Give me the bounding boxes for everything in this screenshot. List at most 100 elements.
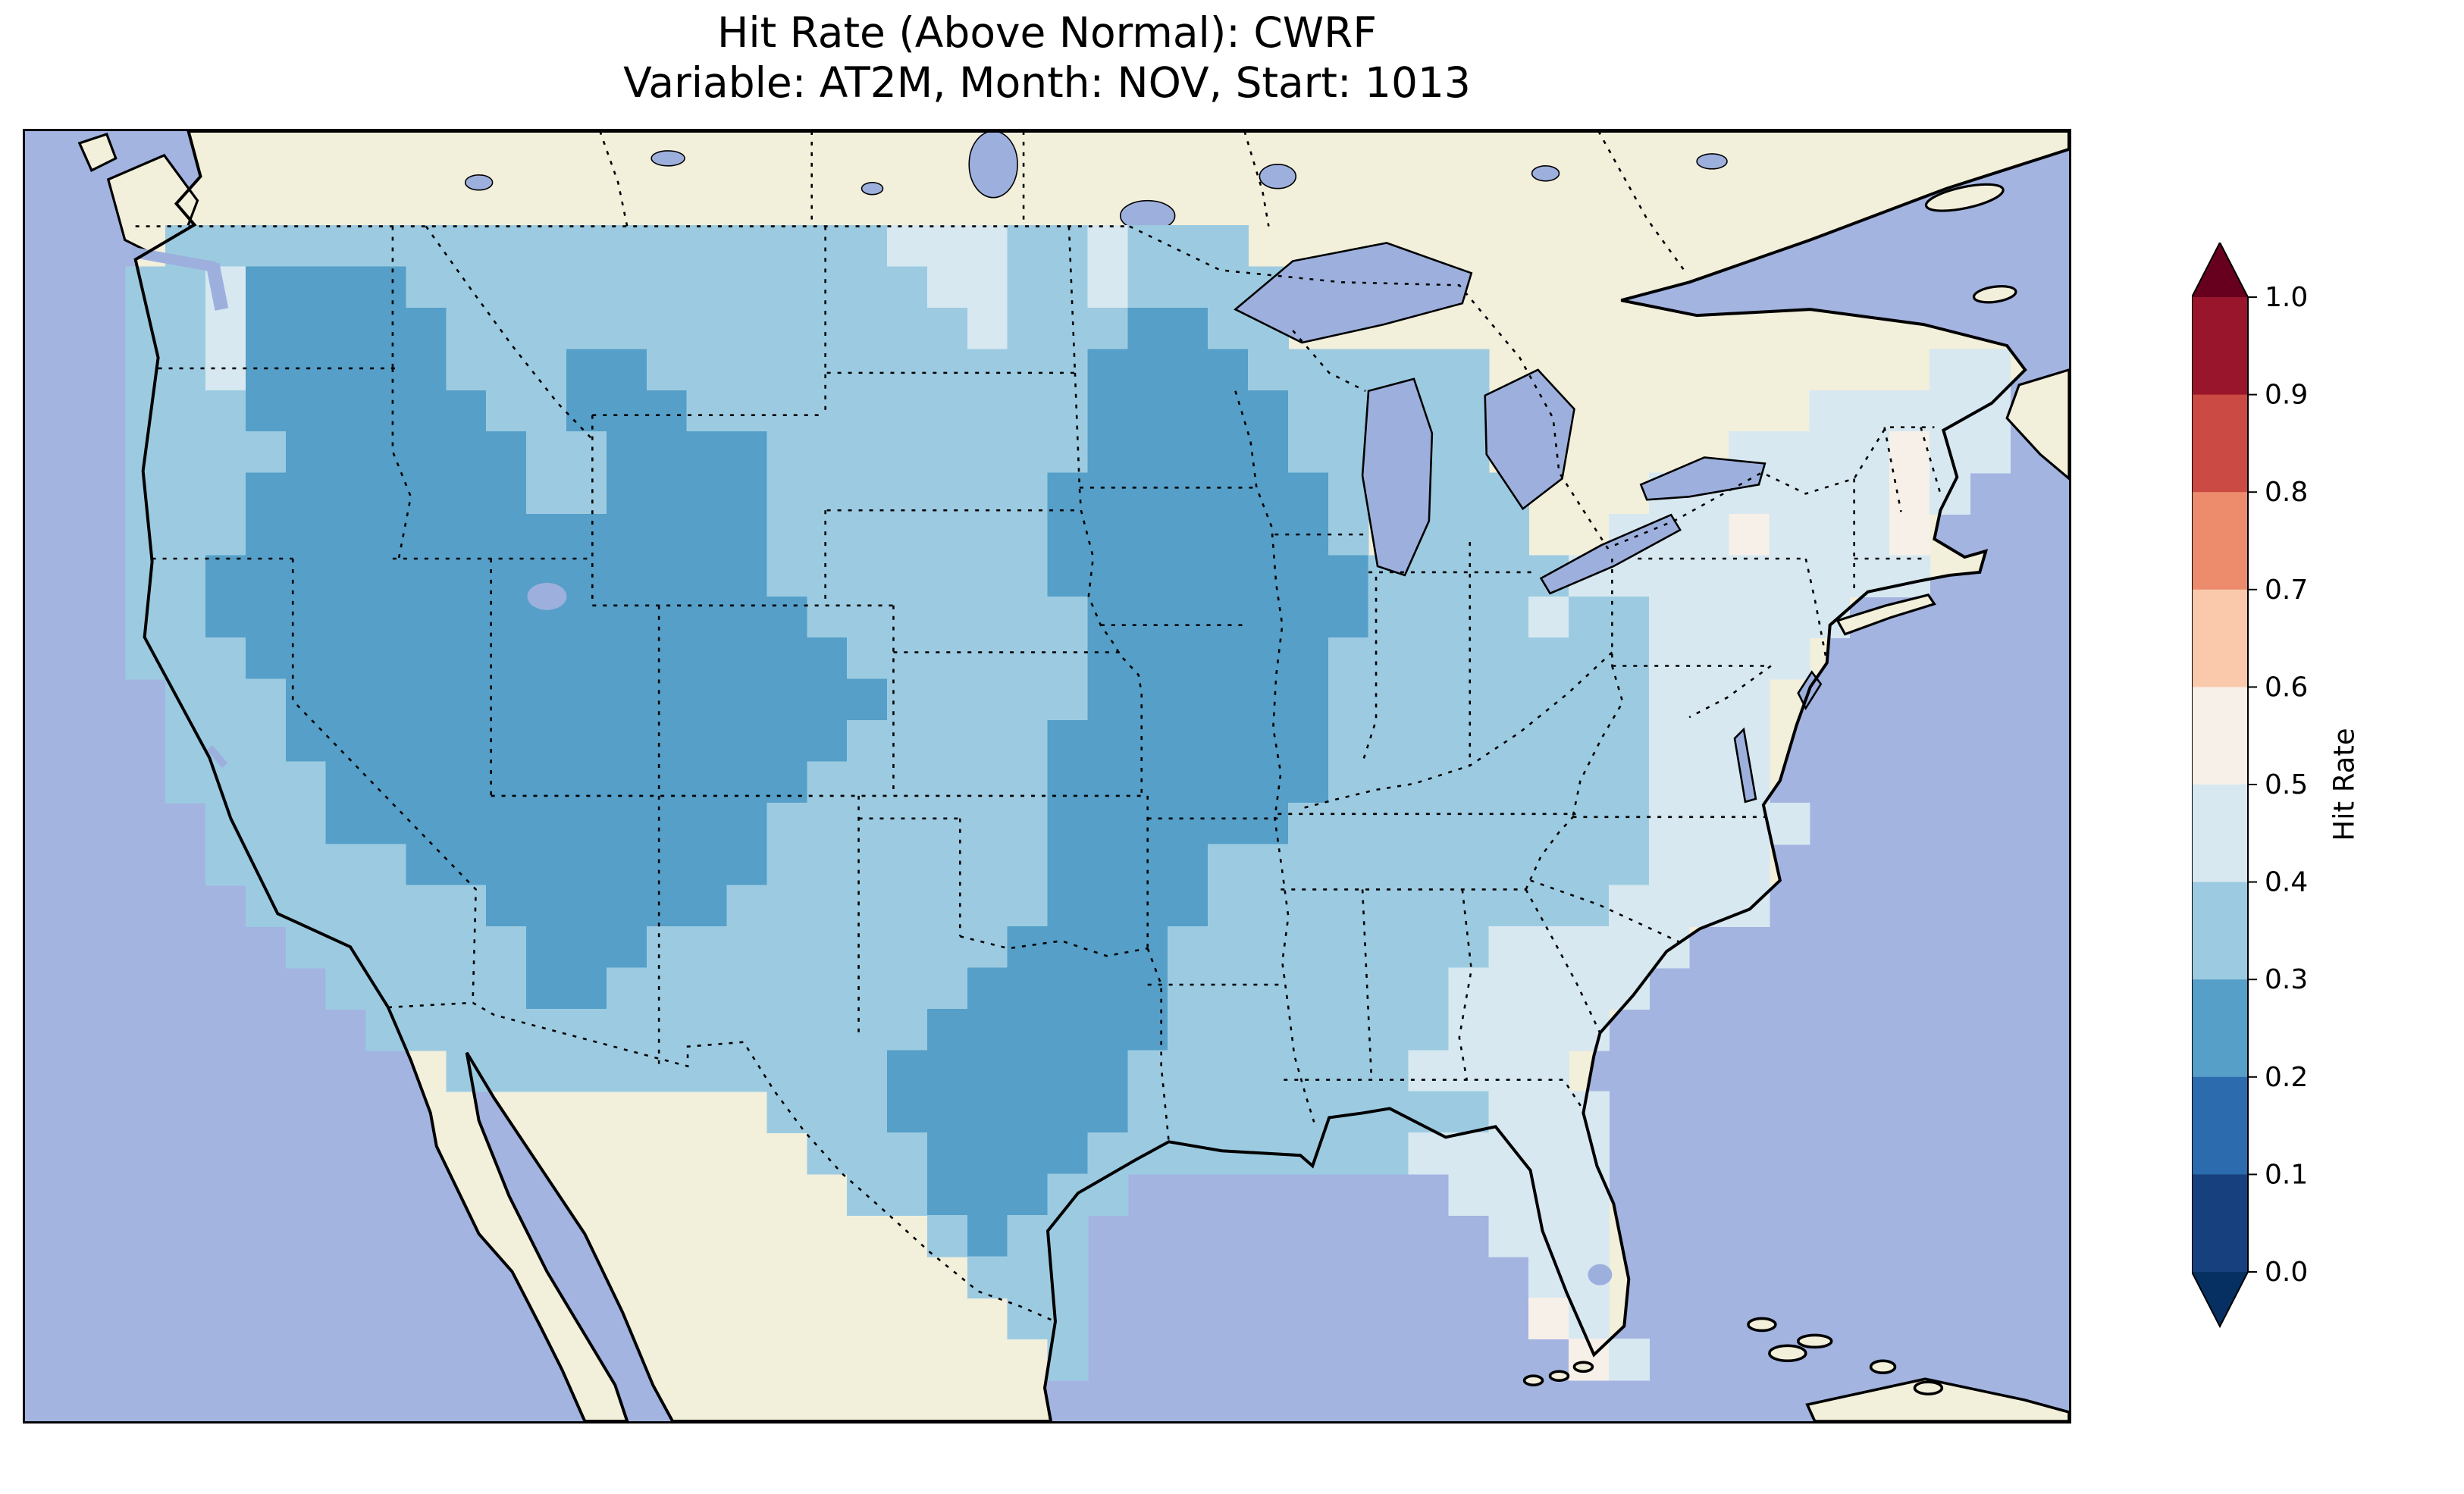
colorbar-tick-label: 0.9 (2265, 380, 2308, 411)
grid-cell (285, 472, 327, 515)
grid-cell (766, 802, 808, 845)
grid-cell (1448, 390, 1490, 433)
grid-cell (1248, 967, 1289, 1010)
grid-cell (1368, 1008, 1409, 1051)
grid-cell (1608, 1339, 1650, 1381)
cuba (1805, 1377, 2069, 1421)
grid-cell (847, 678, 889, 722)
grid-cell (887, 844, 928, 886)
grid-cell (1688, 761, 1730, 803)
grid-cell (1127, 1008, 1169, 1051)
grid-cell (325, 555, 367, 597)
grid-cell (1248, 472, 1289, 515)
grid-cell (1488, 596, 1530, 639)
grid-cell (285, 514, 327, 556)
grid-cell (646, 678, 688, 722)
grid-cell (967, 720, 1008, 763)
grid-cell (526, 349, 568, 391)
grid-cell (1528, 1132, 1570, 1175)
grid-cell (847, 596, 889, 639)
grid-cell (1849, 514, 1891, 556)
grid-cell (1448, 967, 1490, 1010)
grid-cell (1448, 926, 1490, 969)
grid-cell (1208, 1132, 1249, 1175)
grid-cell (245, 266, 287, 309)
grid-cell (1769, 596, 1810, 639)
grid-cell (967, 225, 1008, 268)
grid-cell (1007, 472, 1049, 515)
grid-cell (1248, 720, 1289, 763)
grid-cell (1087, 1008, 1129, 1051)
grid-cell (1168, 678, 1209, 722)
grid-cell (486, 761, 528, 803)
grid-cell (325, 761, 367, 803)
grid-cell (1208, 349, 1249, 391)
grid-cell (766, 885, 808, 928)
grid-cell (1408, 926, 1450, 969)
grid-cell (205, 720, 246, 763)
grid-cell (766, 266, 808, 309)
chart-title-line1: Hit Rate (Above Normal): CWRF (717, 8, 1377, 57)
grid-cell (1047, 761, 1089, 803)
grid-cell (1729, 555, 1770, 597)
grid-cell (325, 472, 367, 515)
grid-cell (526, 802, 568, 845)
grid-cell (606, 1050, 647, 1092)
grid-cell (686, 802, 728, 845)
grid-cell (1007, 1297, 1049, 1340)
grid-cell (847, 307, 889, 350)
grid-cell (1408, 885, 1450, 928)
grid-cell (686, 844, 728, 886)
grid-cell (165, 266, 207, 309)
grid-cell (406, 472, 447, 515)
grid-cell (1608, 761, 1650, 803)
grid-cell (1328, 390, 1369, 433)
grid-cell (646, 720, 688, 763)
grid-cell (847, 1091, 889, 1134)
grid-cell (766, 637, 808, 680)
grid-cell (1087, 844, 1129, 886)
grid-cell (1248, 555, 1289, 597)
grid-cell (1087, 1091, 1129, 1134)
grid-cell (365, 431, 407, 474)
grid-cell (807, 555, 848, 597)
grid-cell (406, 555, 447, 597)
grid-cell (1208, 225, 1249, 268)
grid-cell (526, 720, 568, 763)
grid-cell (807, 1050, 848, 1092)
grid-cell (205, 390, 246, 433)
grid-cell (1007, 720, 1049, 763)
grid-cell (245, 678, 287, 722)
grid-cell (1688, 678, 1730, 722)
grid-cell (1328, 637, 1369, 680)
grid-cell (1488, 967, 1530, 1010)
grid-cell (1047, 1050, 1089, 1092)
grid-cell (406, 1008, 447, 1051)
grid-cell (406, 637, 447, 680)
grid-cell (646, 1008, 688, 1051)
grid-cell (967, 637, 1008, 680)
grid-cell (1488, 1050, 1530, 1092)
grid-cell (1328, 1050, 1369, 1092)
grid-cell (606, 802, 647, 845)
grid-cell (1007, 596, 1049, 639)
grid-cell (1168, 307, 1209, 350)
grid-cell (1168, 1050, 1209, 1092)
grid-cell (847, 967, 889, 1010)
grid-cell (967, 802, 1008, 845)
grid-cell (1408, 720, 1450, 763)
grid-cell (245, 307, 287, 350)
grid-cell (566, 472, 607, 515)
grid-cell (1047, 225, 1089, 268)
grid-cell (1287, 720, 1329, 763)
grid-cell (1047, 926, 1089, 969)
grid-cell (1488, 1173, 1530, 1216)
grid-cell (325, 225, 367, 268)
grid-cell (1769, 431, 1810, 474)
grid-cell (1769, 802, 1810, 845)
grid-cell (486, 266, 528, 309)
grid-cell (1368, 637, 1409, 680)
grid-cell (1168, 761, 1209, 803)
grid-cell (1488, 1008, 1530, 1051)
grid-cell (446, 390, 487, 433)
